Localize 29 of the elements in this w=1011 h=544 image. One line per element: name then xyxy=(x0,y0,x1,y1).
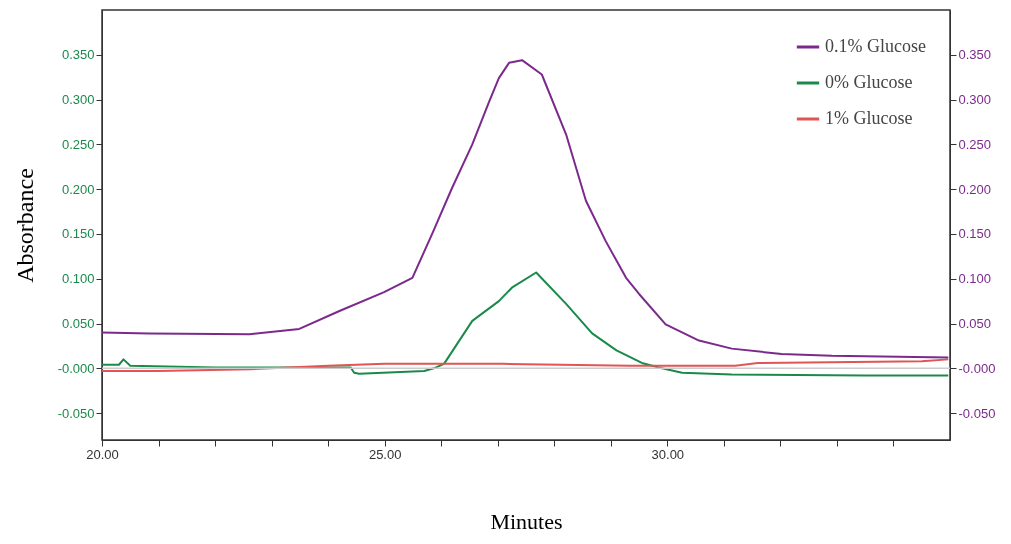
x-axis-title: Minutes xyxy=(490,508,563,534)
x-tick-label: 25.00 xyxy=(368,446,402,462)
y2-tick-label: 0.200 xyxy=(958,181,992,197)
x-tick-label: 30.00 xyxy=(651,446,685,462)
y2-tick-label: 0.300 xyxy=(958,92,992,108)
y2-tick-label: -0.000 xyxy=(958,360,996,376)
y2-tick-label: 0.100 xyxy=(958,271,992,287)
y2-tick-label: 0.250 xyxy=(958,136,992,152)
y-tick-label: 0.200 xyxy=(61,181,95,197)
y-tick-label: 0.100 xyxy=(61,271,95,287)
y2-tick-label: 0.350 xyxy=(958,47,992,63)
y-tick-label: 0.300 xyxy=(61,92,95,108)
y2-tick-label: 0.150 xyxy=(958,226,992,242)
y-tick-label: 0.250 xyxy=(61,136,95,152)
legend-label: 0% Glucose xyxy=(825,72,913,92)
y-axis-title: Absorbance xyxy=(11,168,38,283)
line-series xyxy=(102,271,950,377)
y-tick-label: 0.050 xyxy=(61,316,95,332)
legend-label: 0.1% Glucose xyxy=(825,36,926,56)
legend-label: 1% Glucose xyxy=(825,108,913,128)
y2-tick-label: 0.050 xyxy=(958,316,992,332)
y-tick-label: -0.050 xyxy=(57,405,95,421)
y2-tick-label: -0.050 xyxy=(958,405,996,421)
x-tick-label: 20.00 xyxy=(86,446,119,462)
line-series xyxy=(102,59,950,359)
line-series xyxy=(102,358,950,373)
y-tick-label: 0.350 xyxy=(61,47,95,63)
y-tick-label: -0.000 xyxy=(57,360,95,376)
y-tick-label: 0.150 xyxy=(61,226,95,242)
